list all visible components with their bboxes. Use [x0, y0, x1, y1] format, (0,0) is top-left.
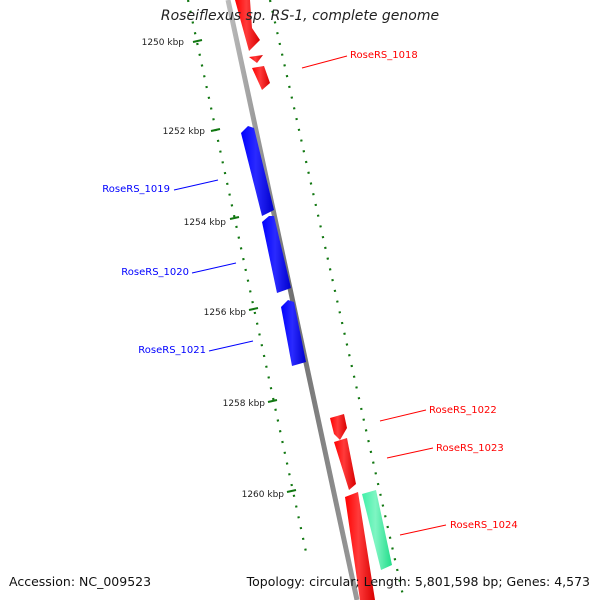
major-tick — [192, 39, 203, 43]
leader-RoseRS_1024 — [399, 524, 447, 536]
scale-label: 1250 kbp — [142, 38, 185, 48]
gene-RoseRS_1018-arrow[interactable] — [252, 66, 270, 90]
major-tick — [267, 399, 278, 403]
leader-RoseRS_1019 — [173, 179, 219, 191]
scale-label: 1252 kbp — [163, 127, 206, 137]
forward-genes — [235, 0, 392, 600]
gene-label-RoseRS_1021[interactable]: RoseRS_1021 — [138, 345, 206, 356]
gene-label-leaders — [173, 55, 447, 536]
accession-text: Accession: NC_009523 — [9, 574, 152, 589]
genome-backbone — [225, 0, 360, 601]
gene-RoseRS_1024-arrow[interactable] — [362, 490, 392, 570]
scale-label: 1254 kbp — [184, 218, 227, 228]
major-tick — [286, 489, 297, 493]
gene-label-RoseRS_1020[interactable]: RoseRS_1020 — [121, 267, 189, 278]
major-tick — [248, 307, 259, 311]
gene-label-RoseRS_1019[interactable]: RoseRS_1019 — [102, 184, 170, 195]
scale-label: 1256 kbp — [204, 308, 247, 318]
gene-label-RoseRS_1023[interactable]: RoseRS_1023 — [436, 443, 504, 454]
gene-labels: RoseRS_1018 RoseRS_1019 RoseRS_1020 Rose… — [102, 50, 517, 531]
major-ticks — [192, 39, 297, 493]
reverse-genes — [241, 126, 306, 366]
leader-RoseRS_1020 — [191, 262, 237, 274]
gene-RoseRS_1022-arrow[interactable] — [330, 414, 347, 440]
scale-label: 1260 kbp — [242, 490, 285, 500]
leader-RoseRS_1022 — [379, 409, 427, 422]
leader-RoseRS_1023 — [386, 447, 434, 459]
gene-RoseRS_1023-arrow[interactable] — [334, 438, 356, 490]
gene-RoseRS_1020-arrow[interactable] — [262, 216, 291, 293]
major-tick — [210, 128, 221, 132]
gene-RoseRS_1018-arrow-head[interactable] — [249, 55, 263, 63]
gene-label-RoseRS_1018[interactable]: RoseRS_1018 — [350, 50, 418, 61]
scale-labels: 1250 kbp 1252 kbp 1254 kbp 1256 kbp 1258… — [142, 38, 285, 500]
gene-label-RoseRS_1022[interactable]: RoseRS_1022 — [429, 405, 497, 416]
leader-RoseRS_1021 — [208, 340, 254, 352]
gene-RoseRS_1021-arrow[interactable] — [281, 300, 306, 366]
genome-summary-text: Topology: circular; Length: 5,801,598 bp… — [246, 574, 590, 589]
gene-RoseRS_1017-arrow[interactable] — [235, 0, 260, 51]
gene-label-RoseRS_1024[interactable]: RoseRS_1024 — [450, 520, 518, 531]
leader-RoseRS_1018 — [301, 55, 348, 69]
gene-RoseRS_1024a-arrow[interactable] — [345, 492, 375, 600]
gene-RoseRS_1019-arrow[interactable] — [241, 126, 274, 216]
map-title: Roseiflexus sp. RS-1, complete genome — [160, 8, 440, 24]
scale-label: 1258 kbp — [223, 399, 266, 409]
major-tick — [229, 216, 240, 220]
